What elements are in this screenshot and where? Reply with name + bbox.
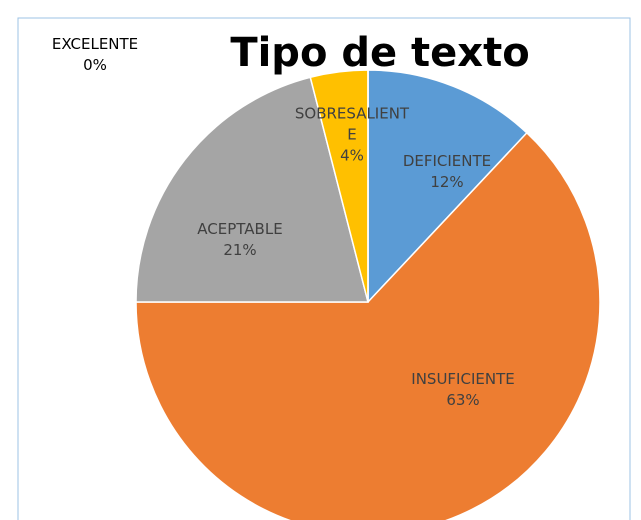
chart-title: Tipo de texto — [230, 30, 530, 76]
value-label: 21% — [223, 241, 257, 259]
value-label: 4% — [340, 146, 364, 165]
chart-frame — [17, 17, 631, 520]
pie-slice — [367, 69, 528, 304]
category-label: EXCELENTE — [51, 35, 139, 53]
pie-slice — [135, 76, 369, 303]
data-label: SOBRESALIENTE 4% — [293, 104, 411, 167]
data-label: ACEPTABLE 21% — [175, 219, 305, 261]
category-label: DEFICIENTE — [402, 152, 492, 170]
category-label: INSUFICIENTE — [411, 370, 515, 388]
data-label: EXCELENTE 0% — [40, 34, 150, 76]
category-label: SOBRESALIENTE — [294, 104, 410, 144]
pie-slice — [135, 131, 601, 520]
value-label: 63% — [446, 391, 480, 409]
category-label: ACEPTABLE — [197, 220, 283, 238]
data-label: DEFICIENTE 12% — [382, 151, 512, 193]
value-label: 0% — [83, 56, 107, 74]
value-label: 12% — [430, 173, 464, 191]
data-label: INSUFICIENTE 63% — [383, 369, 543, 411]
